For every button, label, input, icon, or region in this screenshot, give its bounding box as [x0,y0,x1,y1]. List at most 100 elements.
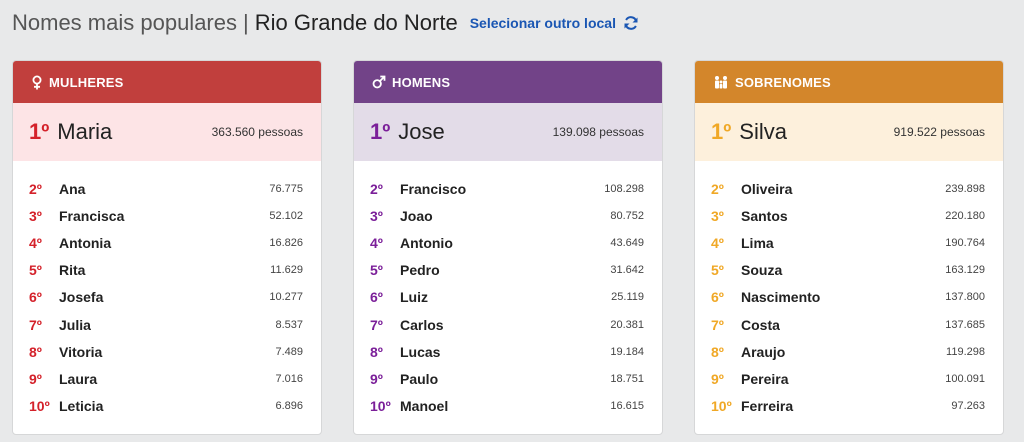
page-header: Nomes mais populares | Rio Grande do Nor… [12,8,639,38]
top-count: 919.522 pessoas [893,125,985,139]
item-name: Francisco [400,180,467,197]
item-count: 239.898 [945,182,985,195]
top-name: Maria [57,119,113,144]
item-name: Josefa [59,289,104,306]
item-count: 137.685 [945,318,985,331]
item-rank: 7º [370,316,383,333]
item-rank: 6º [370,289,383,306]
item-count: 97.263 [951,400,985,413]
item-count: 108.298 [604,182,644,195]
item-rank: 3º [29,207,42,224]
list-item: 2º Francisco 108.298 [354,175,662,202]
list-item: 6º Nascimento 137.800 [695,284,1003,311]
item-name: Leticia [59,398,104,415]
item-count: 16.615 [610,400,644,413]
item-count: 11.629 [270,264,303,277]
item-name: Santos [741,207,788,224]
list-item: 10º Manoel 16.615 [354,393,662,420]
item-rank: 9º [711,370,724,387]
women-card-header: MULHERES [13,61,321,103]
item-count: 8.537 [275,318,303,331]
item-rank: 8º [370,343,383,360]
list-item: 10º Leticia 6.896 [13,393,321,420]
list-item: 7º Costa 137.685 [695,311,1003,338]
item-name: Oliveira [741,180,793,197]
item-rank: 2º [370,180,383,197]
list-item: 8º Araujo 119.298 [695,338,1003,365]
item-name: Julia [59,316,91,333]
item-count: 137.800 [945,291,985,304]
men-card-title: HOMENS [392,74,451,90]
item-rank: 10º [711,398,732,415]
page-title: Nomes mais populares [12,10,237,35]
item-count: 163.129 [945,264,985,277]
men-ranking-list: 2º Francisco 108.298 3º Joao 80.752 4º Antoni… [354,161,662,420]
item-count: 18.751 [610,372,644,385]
list-item: 4º Antonio 43.649 [354,229,662,256]
item-name: Ana [59,180,86,197]
title-separator: | [242,10,249,35]
list-item: 9º Paulo 18.751 [354,365,662,392]
item-name: Ferreira [741,398,794,415]
item-count: 6.896 [275,400,303,413]
item-name: Luiz [400,289,428,306]
item-rank: 9º [370,370,383,387]
item-rank: 8º [711,343,724,360]
item-name: Souza [741,262,783,279]
item-rank: 5º [711,262,724,279]
list-item: 10º Ferreira 97.263 [695,393,1003,420]
list-item: 7º Julia 8.537 [13,311,321,338]
list-item: 3º Santos 220.180 [695,202,1003,229]
item-rank: 2º [29,180,42,197]
item-rank: 10º [370,398,391,415]
item-rank: 7º [29,316,42,333]
item-name: Pereira [741,370,789,387]
surnames-card: SOBRENOMES 1º Silva 919.522 pessoas 2º Ol… [694,60,1004,435]
top-rank: 1º [370,119,391,144]
refresh-icon [624,16,638,30]
list-item: 4º Antonia 16.826 [13,229,321,256]
top-rank: 1º [711,119,732,144]
item-count: 31.642 [610,264,644,277]
list-item: 5º Rita 11.629 [13,257,321,284]
item-rank: 7º [711,316,724,333]
item-count: 7.489 [275,345,303,358]
list-item: 9º Pereira 100.091 [695,365,1003,392]
item-count: 16.826 [269,236,303,249]
male-icon [372,75,386,89]
top-name: Jose [398,119,445,144]
top-count: 139.098 pessoas [552,125,644,139]
item-name: Paulo [400,370,439,387]
item-rank: 3º [370,207,383,224]
item-name: Nascimento [741,289,821,306]
top-rank: 1º [29,119,50,144]
women-card-title: MULHERES [49,74,124,90]
surnames-top-name: 1º Silva 919.522 pessoas [695,103,1003,161]
list-item: 3º Joao 80.752 [354,202,662,229]
item-name: Rita [59,262,86,279]
item-count: 119.298 [946,345,985,358]
item-count: 25.119 [611,291,644,304]
item-count: 20.381 [610,318,644,331]
change-location-link[interactable]: Selecionar outro local [470,15,639,31]
item-rank: 5º [29,262,42,279]
item-rank: 4º [711,234,724,251]
list-item: 9º Laura 7.016 [13,365,321,392]
item-name: Costa [741,316,780,333]
item-rank: 5º [370,262,383,279]
surnames-ranking-list: 2º Oliveira 239.898 3º Santos 220.180 4º Lima… [695,161,1003,420]
list-item: 2º Ana 76.775 [13,175,321,202]
surnames-card-header: SOBRENOMES [695,61,1003,103]
item-name: Araujo [741,343,786,360]
item-name: Carlos [400,316,444,333]
item-name: Pedro [400,262,440,279]
item-name: Lima [741,234,774,251]
list-item: 6º Josefa 10.277 [13,284,321,311]
item-name: Laura [59,370,98,387]
item-name: Lucas [400,343,441,360]
item-count: 190.764 [945,236,985,249]
item-rank: 4º [29,234,42,251]
item-count: 43.649 [610,236,644,249]
list-item: 8º Vitoria 7.489 [13,338,321,365]
men-card-header: HOMENS [354,61,662,103]
